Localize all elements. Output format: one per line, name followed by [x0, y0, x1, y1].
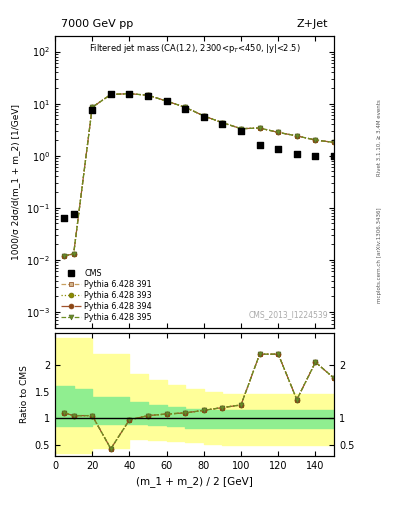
CMS — [294, 150, 300, 158]
Pythia 6.428 394 — [183, 104, 187, 111]
Pythia 6.428 393 — [294, 133, 299, 139]
Pythia 6.428 393 — [62, 253, 67, 259]
Pythia 6.428 391 — [71, 251, 76, 257]
CMS — [126, 90, 132, 98]
Pythia 6.428 393 — [257, 125, 262, 131]
Pythia 6.428 391 — [313, 137, 318, 143]
Y-axis label: 1000/σ 2dσ/d(m_1 + m_2) [1/GeV]: 1000/σ 2dσ/d(m_1 + m_2) [1/GeV] — [12, 104, 20, 260]
CMS — [201, 113, 207, 121]
Pythia 6.428 394 — [164, 98, 169, 104]
Pythia 6.428 393 — [332, 139, 336, 145]
CMS — [61, 214, 68, 222]
Pythia 6.428 393 — [313, 137, 318, 143]
Pythia 6.428 391 — [90, 104, 95, 111]
Pythia 6.428 395 — [220, 120, 225, 126]
CMS — [331, 152, 337, 160]
Pythia 6.428 391 — [146, 92, 151, 98]
Text: Z+Jet: Z+Jet — [297, 18, 329, 29]
Legend: CMS, Pythia 6.428 391, Pythia 6.428 393, Pythia 6.428 394, Pythia 6.428 395: CMS, Pythia 6.428 391, Pythia 6.428 393,… — [59, 267, 153, 324]
Pythia 6.428 395 — [90, 104, 95, 111]
CMS — [257, 141, 263, 149]
Pythia 6.428 391 — [276, 130, 281, 136]
Pythia 6.428 391 — [183, 104, 187, 111]
Pythia 6.428 393 — [108, 91, 113, 97]
Pythia 6.428 395 — [164, 98, 169, 104]
Pythia 6.428 393 — [146, 92, 151, 98]
Pythia 6.428 395 — [294, 133, 299, 139]
CMS — [312, 152, 319, 160]
Pythia 6.428 394 — [239, 125, 243, 132]
Pythia 6.428 395 — [108, 91, 113, 97]
Line: Pythia 6.428 395: Pythia 6.428 395 — [62, 91, 336, 258]
CMS — [89, 106, 95, 114]
Pythia 6.428 393 — [164, 98, 169, 104]
Pythia 6.428 395 — [257, 125, 262, 131]
CMS — [182, 104, 188, 113]
Pythia 6.428 394 — [202, 113, 206, 119]
CMS — [145, 92, 151, 100]
CMS — [275, 145, 281, 153]
X-axis label: (m_1 + m_2) / 2 [GeV]: (m_1 + m_2) / 2 [GeV] — [136, 476, 253, 487]
Pythia 6.428 395 — [71, 251, 76, 257]
Pythia 6.428 391 — [257, 125, 262, 131]
Pythia 6.428 394 — [62, 253, 67, 259]
Pythia 6.428 391 — [332, 139, 336, 145]
CMS — [238, 127, 244, 135]
Pythia 6.428 393 — [239, 125, 243, 132]
CMS — [163, 97, 170, 105]
Pythia 6.428 394 — [71, 251, 76, 257]
Pythia 6.428 394 — [257, 125, 262, 131]
Pythia 6.428 393 — [90, 104, 95, 111]
CMS — [108, 90, 114, 98]
Pythia 6.428 394 — [146, 92, 151, 98]
Pythia 6.428 391 — [164, 98, 169, 104]
Pythia 6.428 394 — [108, 91, 113, 97]
CMS — [219, 120, 226, 129]
Pythia 6.428 393 — [183, 104, 187, 111]
Pythia 6.428 391 — [239, 125, 243, 132]
Pythia 6.428 393 — [202, 113, 206, 119]
Pythia 6.428 393 — [127, 91, 132, 97]
Pythia 6.428 394 — [90, 104, 95, 111]
Pythia 6.428 394 — [220, 120, 225, 126]
Text: Rivet 3.1.10, ≥ 3.4M events: Rivet 3.1.10, ≥ 3.4M events — [377, 100, 382, 176]
Text: 7000 GeV pp: 7000 GeV pp — [61, 18, 133, 29]
Pythia 6.428 395 — [239, 125, 243, 132]
Text: mcplots.cern.ch [arXiv:1306.3436]: mcplots.cern.ch [arXiv:1306.3436] — [377, 207, 382, 303]
Pythia 6.428 393 — [71, 251, 76, 257]
Pythia 6.428 395 — [183, 104, 187, 111]
Line: Pythia 6.428 391: Pythia 6.428 391 — [62, 91, 336, 258]
Pythia 6.428 394 — [332, 139, 336, 145]
Text: Filtered jet mass$\,$(CA(1.2), 2300<p$_T$<450, |y|<2.5): Filtered jet mass$\,$(CA(1.2), 2300<p$_T… — [89, 41, 300, 55]
Pythia 6.428 394 — [276, 130, 281, 136]
Pythia 6.428 394 — [313, 137, 318, 143]
Pythia 6.428 391 — [108, 91, 113, 97]
Pythia 6.428 395 — [332, 139, 336, 145]
Pythia 6.428 391 — [127, 91, 132, 97]
Pythia 6.428 391 — [202, 113, 206, 119]
Pythia 6.428 391 — [220, 120, 225, 126]
Line: Pythia 6.428 393: Pythia 6.428 393 — [62, 91, 336, 258]
Pythia 6.428 391 — [294, 133, 299, 139]
Pythia 6.428 394 — [127, 91, 132, 97]
Text: CMS_2013_I1224539: CMS_2013_I1224539 — [249, 310, 329, 319]
Y-axis label: Ratio to CMS: Ratio to CMS — [20, 365, 29, 423]
Pythia 6.428 395 — [276, 130, 281, 136]
Pythia 6.428 395 — [146, 92, 151, 98]
CMS — [70, 210, 77, 219]
Line: Pythia 6.428 394: Pythia 6.428 394 — [62, 91, 336, 258]
Pythia 6.428 394 — [294, 133, 299, 139]
Pythia 6.428 395 — [313, 137, 318, 143]
Pythia 6.428 395 — [62, 253, 67, 259]
Pythia 6.428 393 — [276, 130, 281, 136]
Pythia 6.428 391 — [62, 253, 67, 259]
Pythia 6.428 395 — [127, 91, 132, 97]
Pythia 6.428 395 — [202, 113, 206, 119]
Pythia 6.428 393 — [220, 120, 225, 126]
